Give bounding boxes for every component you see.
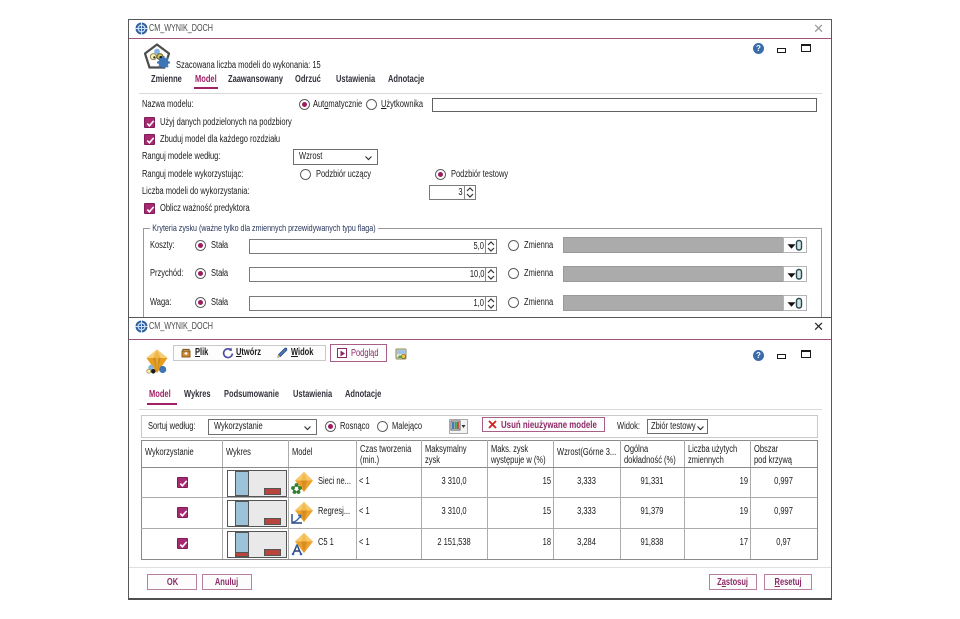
svg-text:?: ? [756,351,761,360]
svg-text:?: ? [756,44,761,53]
